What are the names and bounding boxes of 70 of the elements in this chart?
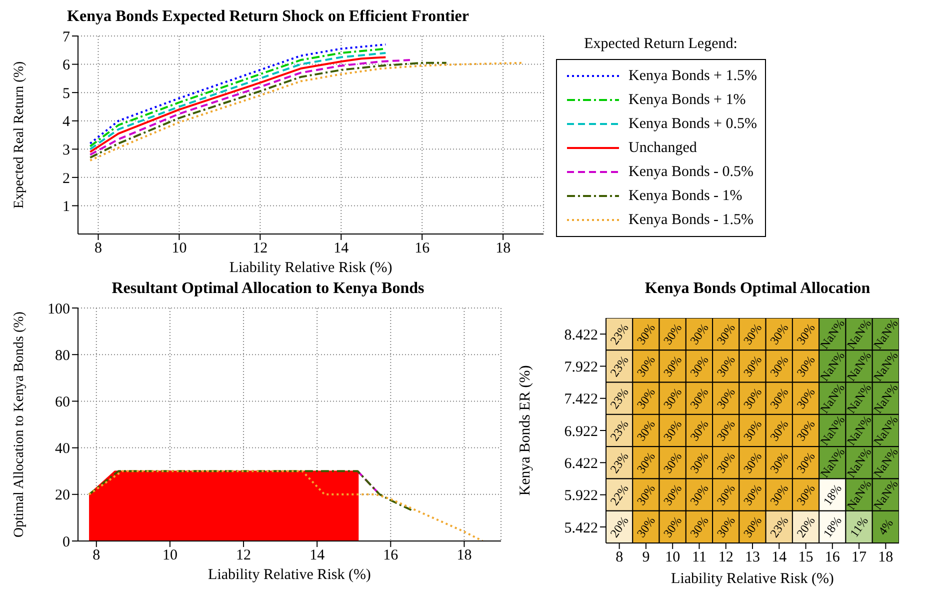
x-tick-label: 18 bbox=[456, 548, 472, 564]
legend-label: Unchanged bbox=[628, 140, 697, 156]
y-tick-label: 0 bbox=[62, 534, 70, 550]
x-tick-label: 16 bbox=[824, 550, 840, 566]
x-tick-label: 11 bbox=[692, 550, 706, 566]
x-tick-label: 16 bbox=[383, 548, 399, 564]
legend-label: Kenya Bonds + 0.5% bbox=[628, 116, 757, 132]
legend-label: Kenya Bonds - 1.5% bbox=[628, 212, 754, 228]
x-tick-label: 10 bbox=[665, 550, 680, 566]
x-tick-label: 8 bbox=[94, 240, 102, 257]
y-tick-label: 100 bbox=[48, 301, 70, 318]
x-tick-label: 13 bbox=[745, 550, 760, 566]
y-tick-label: 5 bbox=[62, 86, 70, 102]
x-tick-label: 16 bbox=[414, 240, 430, 257]
y-axis-title: Kenya Bonds ER (%) bbox=[517, 365, 534, 496]
legend-label: Kenya Bonds - 0.5% bbox=[628, 164, 754, 180]
chart-title: Kenya Bonds Expected Return Shock on Efficient Frontier bbox=[66, 8, 470, 27]
data-label: 30% bbox=[794, 417, 818, 444]
line-series bbox=[89, 62, 524, 162]
y-tick-label: 60 bbox=[55, 394, 70, 411]
line-series bbox=[88, 470, 484, 541]
chart-title: Resultant Optimal Allocation to Kenya Bonds bbox=[110, 280, 426, 299]
y-tick-label: 1 bbox=[62, 199, 70, 216]
legend-title: Expected Return Legend: bbox=[583, 36, 738, 53]
data-label: 11% bbox=[847, 514, 871, 540]
x-tick-label: 9 bbox=[642, 550, 650, 566]
x-tick-label: 14 bbox=[334, 240, 350, 257]
y-tick-label: 40 bbox=[55, 441, 70, 458]
y-tick-label: 5.922 bbox=[564, 488, 598, 504]
x-tick-label: 8 bbox=[92, 548, 100, 564]
x-axis-title: Liability Relative Risk (%) bbox=[208, 567, 371, 583]
y-tick-label: 6.422 bbox=[564, 456, 598, 472]
x-tick-label: 14 bbox=[772, 550, 788, 566]
x-tick-label: 14 bbox=[310, 548, 326, 564]
y-tick-label: 8.422 bbox=[564, 327, 598, 344]
y-tick-label: 4 bbox=[62, 114, 70, 130]
legend-label: Kenya Bonds + 1% bbox=[628, 92, 746, 108]
y-axis-title: Expected Real Return (%) bbox=[12, 61, 27, 209]
data-label: 30% bbox=[687, 417, 712, 444]
x-axis-title: Liability Relative Risk (%) bbox=[671, 571, 834, 587]
x-tick-label: 18 bbox=[496, 240, 511, 257]
x-tick-label: 15 bbox=[798, 550, 814, 566]
x-axis-title: Liability Relative Risk (%) bbox=[229, 260, 392, 276]
data-label: 30% bbox=[634, 417, 658, 444]
data-label: 30% bbox=[740, 417, 765, 444]
x-tick-label: 12 bbox=[236, 548, 252, 564]
x-tick-label: 17 bbox=[852, 550, 868, 566]
y-tick-label: 6.922 bbox=[564, 424, 598, 440]
x-tick-label: 10 bbox=[172, 240, 187, 257]
y-tick-label: 80 bbox=[55, 348, 70, 364]
data-label: 30% bbox=[714, 417, 738, 444]
x-tick-label: 10 bbox=[162, 548, 178, 564]
y-axis-title: Optimal Allocation to Kenya Bonds (%) bbox=[12, 311, 27, 538]
line-series bbox=[88, 470, 414, 512]
y-tick-label: 7 bbox=[62, 29, 70, 46]
y-tick-label: 3 bbox=[62, 142, 70, 158]
x-tick-label: 18 bbox=[878, 550, 894, 566]
x-tick-label: 8 bbox=[616, 550, 624, 566]
y-tick-label: 6 bbox=[62, 58, 70, 74]
data-label: 4% bbox=[875, 516, 896, 538]
x-tick-label: 12 bbox=[718, 550, 734, 566]
x-tick-label: 12 bbox=[252, 240, 268, 257]
y-tick-label: 2 bbox=[62, 170, 70, 187]
legend-label: Kenya Bonds - 1% bbox=[628, 188, 742, 204]
y-tick-label: 5.422 bbox=[564, 520, 598, 536]
y-tick-label: 7.422 bbox=[564, 392, 598, 408]
y-tick-label: 7.922 bbox=[564, 360, 598, 376]
chart-title: Kenya Bonds Optimal Allocation bbox=[644, 280, 872, 299]
legend-label: Kenya Bonds + 1.5% bbox=[628, 68, 757, 84]
y-tick-label: 20 bbox=[55, 488, 70, 504]
